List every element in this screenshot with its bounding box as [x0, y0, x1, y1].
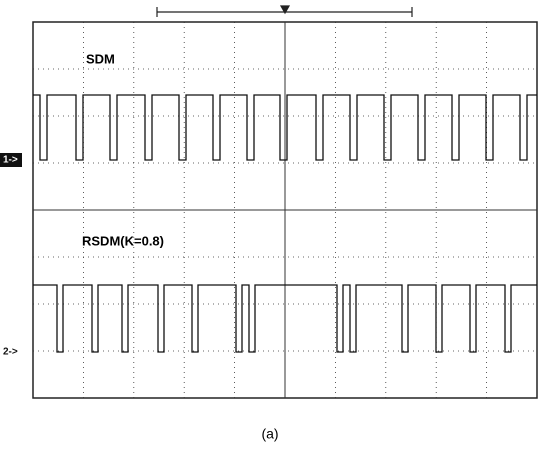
timebase-bracket [157, 6, 412, 17]
trace-label: RSDM(K=0.8) [82, 233, 164, 248]
channel-marker: 1-> [3, 155, 18, 166]
trace-label: SDM [86, 51, 115, 66]
oscilloscope-figure: SDM RSDM(K=0.8) 1-> 2-> (a) [0, 0, 538, 450]
caption: (a) [261, 426, 278, 442]
graticule [33, 22, 537, 398]
channel-marker: 2-> [3, 347, 18, 358]
